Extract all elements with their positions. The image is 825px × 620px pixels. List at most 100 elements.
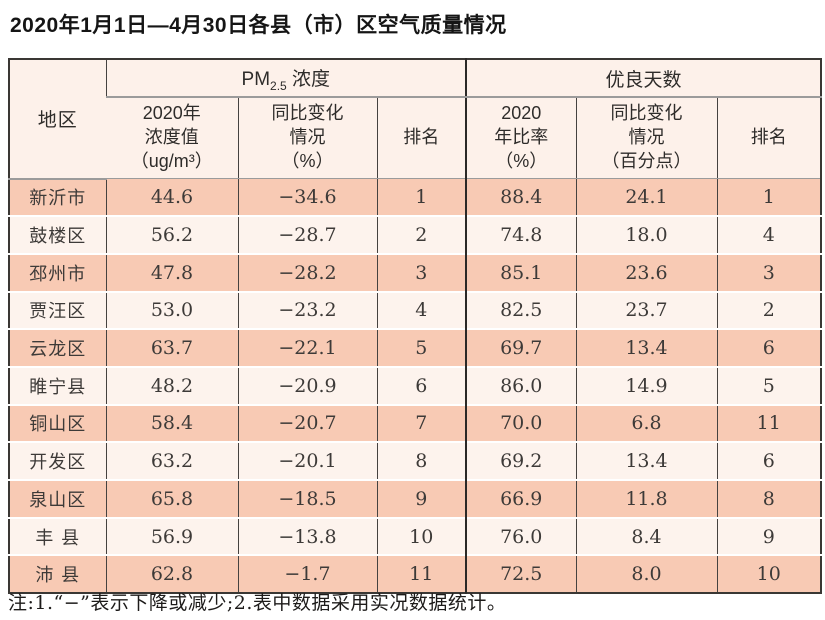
cell-pm_rank: 3 (376, 252, 466, 292)
cell-pm_change: −20.9 (237, 365, 377, 405)
header-pm-change: 同比变化 情况 （%） (237, 97, 377, 179)
pm25-label-prefix: PM (241, 68, 271, 90)
table-row: 丰 县 56.9 −13.8 10 76.0 8.4 9 (9, 516, 821, 556)
cell-good_rate: 66.9 (465, 479, 576, 518)
cell-good_rank: 5 (716, 365, 821, 405)
cell-good_rank: 1 (716, 178, 821, 217)
page-title: 2020年1月1日—4月30日各县（市）区空气质量情况 (10, 14, 507, 37)
table-row: 鼓楼区 56.2 −28.7 2 74.8 18.0 4 (9, 215, 821, 254)
cell-pm_change: −18.5 (237, 479, 377, 518)
header-good-rank: 排名 (716, 97, 821, 179)
table-row: 邳州市 47.8 −28.2 3 85.1 23.6 3 (9, 252, 821, 292)
cell-pm_rank: 11 (376, 554, 466, 594)
cell-region: 沛 县 (9, 554, 106, 594)
cell-good_rank: 6 (716, 328, 821, 367)
cell-good_rank: 2 (716, 290, 821, 330)
cell-good_rate: 88.4 (465, 178, 576, 217)
cell-good_change: 11.8 (575, 479, 717, 518)
table-row: 铜山区 58.4 −20.7 7 70.0 6.8 11 (9, 403, 821, 443)
cell-pm_rank: 1 (376, 178, 466, 217)
cell-good_change: 8.4 (575, 516, 717, 556)
cell-good_change: 8.0 (575, 554, 717, 594)
cell-good_rate: 72.5 (465, 554, 576, 594)
cell-good_rate: 82.5 (465, 290, 576, 330)
cell-pm_value: 44.6 (105, 178, 238, 217)
cell-pm_change: −20.1 (237, 441, 377, 480)
cell-pm_rank: 5 (376, 328, 466, 367)
cell-region: 泉山区 (9, 479, 106, 518)
cell-good_rate: 69.2 (465, 441, 576, 480)
table-body: 新沂市 44.6 −34.6 1 88.4 24.1 1 鼓楼区 56.2 −28.7 2 74.8 1… (9, 178, 821, 594)
table-row: 沛 县 62.8 −1.7 11 72.5 8.0 10 (9, 554, 821, 594)
cell-good_rank: 11 (716, 403, 821, 443)
header-good-change: 同比变化 情况 （百分点） (575, 97, 717, 179)
cell-region: 铜山区 (9, 403, 106, 443)
cell-pm_change: −34.6 (237, 178, 377, 217)
cell-good_rank: 6 (716, 441, 821, 480)
cell-good_rank: 10 (716, 554, 821, 594)
cell-pm_value: 63.7 (105, 328, 238, 367)
cell-good_change: 18.0 (575, 215, 717, 254)
header-group-pm25: PM2.5 浓度 (105, 59, 466, 98)
cell-region: 睢宁县 (9, 365, 106, 405)
cell-pm_change: −20.7 (237, 403, 377, 443)
table-row: 泉山区 65.8 −18.5 9 66.9 11.8 8 (9, 479, 821, 518)
table-row: 新沂市 44.6 −34.6 1 88.4 24.1 1 (9, 178, 821, 217)
cell-pm_change: −13.8 (237, 516, 377, 556)
cell-good_change: 23.6 (575, 252, 717, 292)
table-row: 开发区 63.2 −20.1 8 69.2 13.4 6 (9, 441, 821, 480)
cell-good_change: 14.9 (575, 365, 717, 405)
pm25-label-subscript: 2.5 (270, 78, 287, 93)
cell-good_rank: 9 (716, 516, 821, 556)
cell-good_change: 24.1 (575, 178, 717, 217)
cell-good_rate: 69.7 (465, 328, 576, 367)
cell-good_change: 23.7 (575, 290, 717, 330)
cell-good_rank: 4 (716, 215, 821, 254)
cell-pm_rank: 4 (376, 290, 466, 330)
cell-pm_rank: 7 (376, 403, 466, 443)
cell-pm_value: 48.2 (105, 365, 238, 405)
cell-good_rate: 70.0 (465, 403, 576, 443)
cell-pm_value: 58.4 (105, 403, 238, 443)
cell-pm_change: −28.2 (237, 252, 377, 292)
cell-region: 鼓楼区 (9, 215, 106, 254)
header-pm-rank: 排名 (376, 97, 466, 179)
cell-pm_change: −22.1 (237, 328, 377, 367)
table-row: 云龙区 63.7 −22.1 5 69.7 13.4 6 (9, 328, 821, 367)
cell-good_rank: 3 (716, 252, 821, 292)
cell-pm_rank: 6 (376, 365, 466, 405)
cell-pm_value: 63.2 (105, 441, 238, 480)
cell-region: 云龙区 (9, 328, 106, 367)
cell-good_rate: 85.1 (465, 252, 576, 292)
cell-pm_rank: 10 (376, 516, 466, 556)
header-group-good-days: 优良天数 (465, 59, 821, 98)
cell-good_rate: 86.0 (465, 365, 576, 405)
cell-pm_value: 53.0 (105, 290, 238, 330)
cell-pm_rank: 2 (376, 215, 466, 254)
cell-region: 新沂市 (9, 178, 106, 217)
pm25-label-suffix: 浓度 (286, 68, 330, 90)
cell-region: 贾汪区 (9, 290, 106, 330)
sub-header-row: 2020年 浓度值 （ug/m³） 同比变化 情况 （%） 排名 2020 年比… (9, 97, 821, 179)
cell-pm_change: −1.7 (237, 554, 377, 594)
cell-good_change: 6.8 (575, 403, 717, 443)
cell-region: 开发区 (9, 441, 106, 480)
footnote: 注:1.“−”表示下降或减少;2.表中数据采用实况数据统计。 (8, 592, 507, 614)
cell-pm_change: −23.2 (237, 290, 377, 330)
table-row: 睢宁县 48.2 −20.9 6 86.0 14.9 5 (9, 365, 821, 405)
cell-region: 邳州市 (9, 252, 106, 292)
header-pm-value: 2020年 浓度值 （ug/m³） (106, 97, 238, 179)
cell-pm_value: 62.8 (105, 554, 238, 594)
cell-pm_rank: 8 (376, 441, 466, 480)
cell-pm_value: 65.8 (105, 479, 238, 518)
cell-good_rate: 76.0 (465, 516, 576, 556)
cell-good_rank: 8 (716, 479, 821, 518)
group-header-row: 地区 PM2.5 浓度 优良天数 (9, 59, 821, 180)
table-row: 贾汪区 53.0 −23.2 4 82.5 23.7 2 (9, 290, 821, 330)
cell-good_change: 13.4 (575, 328, 717, 367)
cell-good_change: 13.4 (575, 441, 717, 480)
cell-pm_value: 47.8 (105, 252, 238, 292)
cell-good_rate: 74.8 (465, 215, 576, 254)
air-quality-table: 地区 PM2.5 浓度 优良天数 2020年 浓度值 （ug/m³） 同比变化 … (8, 58, 822, 595)
cell-pm_rank: 9 (376, 479, 466, 518)
